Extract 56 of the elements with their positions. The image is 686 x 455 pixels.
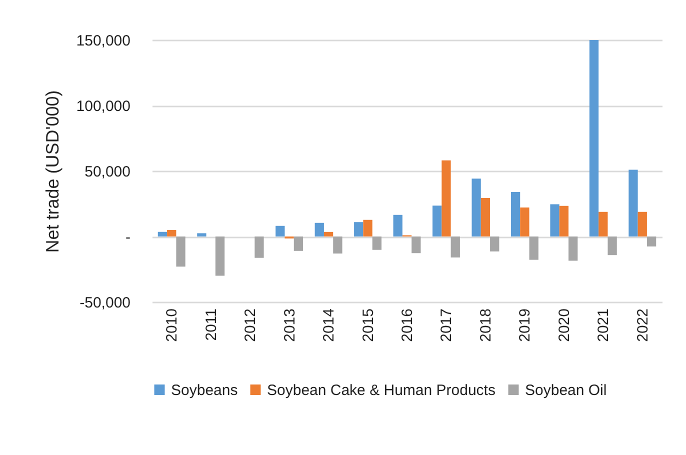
x-tick-label: 2020	[556, 308, 573, 342]
x-tick-label: 2019	[516, 308, 534, 342]
bar	[598, 212, 608, 236]
bar	[215, 236, 225, 276]
bar	[480, 198, 490, 236]
bar	[393, 214, 402, 236]
bar	[167, 230, 176, 236]
bar	[638, 212, 647, 236]
x-tick-label: 2013	[281, 308, 298, 342]
bar	[412, 236, 421, 254]
bar	[568, 236, 578, 261]
bar	[646, 236, 656, 246]
x-tick-label: 2014	[320, 308, 338, 342]
x-tick-label: 2016	[399, 308, 416, 342]
bar	[324, 232, 334, 236]
bar	[472, 178, 481, 236]
bar	[628, 170, 638, 236]
x-tick-label: 2012	[242, 308, 260, 342]
bar	[490, 236, 500, 252]
x-tick-label: 2022	[634, 308, 652, 342]
bar	[254, 236, 264, 258]
x-tick-label: 2018	[477, 308, 494, 342]
bar	[442, 160, 451, 236]
y-axis-title: Net trade (USD'000)	[42, 90, 62, 253]
y-tick-label: -50,000	[80, 294, 130, 312]
bar	[608, 236, 617, 256]
y-tick-label: 50,000	[84, 164, 130, 180]
bar	[372, 236, 382, 250]
bar	[158, 232, 168, 236]
bar	[176, 236, 186, 267]
legend-label: Soybean Cake & Human Products	[267, 382, 496, 399]
legend-label: Soybeans	[171, 382, 238, 399]
x-tick-label: 2021	[595, 308, 612, 342]
bar	[333, 236, 342, 254]
bar	[589, 40, 599, 236]
bar	[276, 226, 285, 236]
bar	[354, 222, 364, 236]
bar	[294, 236, 304, 251]
y-tick-label: 100,000	[76, 98, 130, 115]
bar	[363, 220, 372, 236]
legend-label: Soybean Oil	[525, 382, 607, 399]
bar	[559, 206, 568, 236]
bar	[314, 222, 324, 236]
bar	[432, 206, 442, 236]
x-tick-label: 2017	[438, 308, 456, 342]
y-tick-label: 150,000	[76, 32, 130, 50]
bar	[450, 236, 460, 258]
x-tick-label: 2015	[360, 308, 377, 342]
bar	[520, 208, 530, 236]
x-tick-label: 2011	[202, 308, 220, 341]
bar	[550, 204, 560, 236]
y-tick-label: -	[126, 229, 130, 246]
bar	[197, 233, 206, 236]
x-tick-label: 2010	[164, 308, 181, 342]
bar	[529, 236, 538, 260]
bar	[510, 192, 520, 236]
